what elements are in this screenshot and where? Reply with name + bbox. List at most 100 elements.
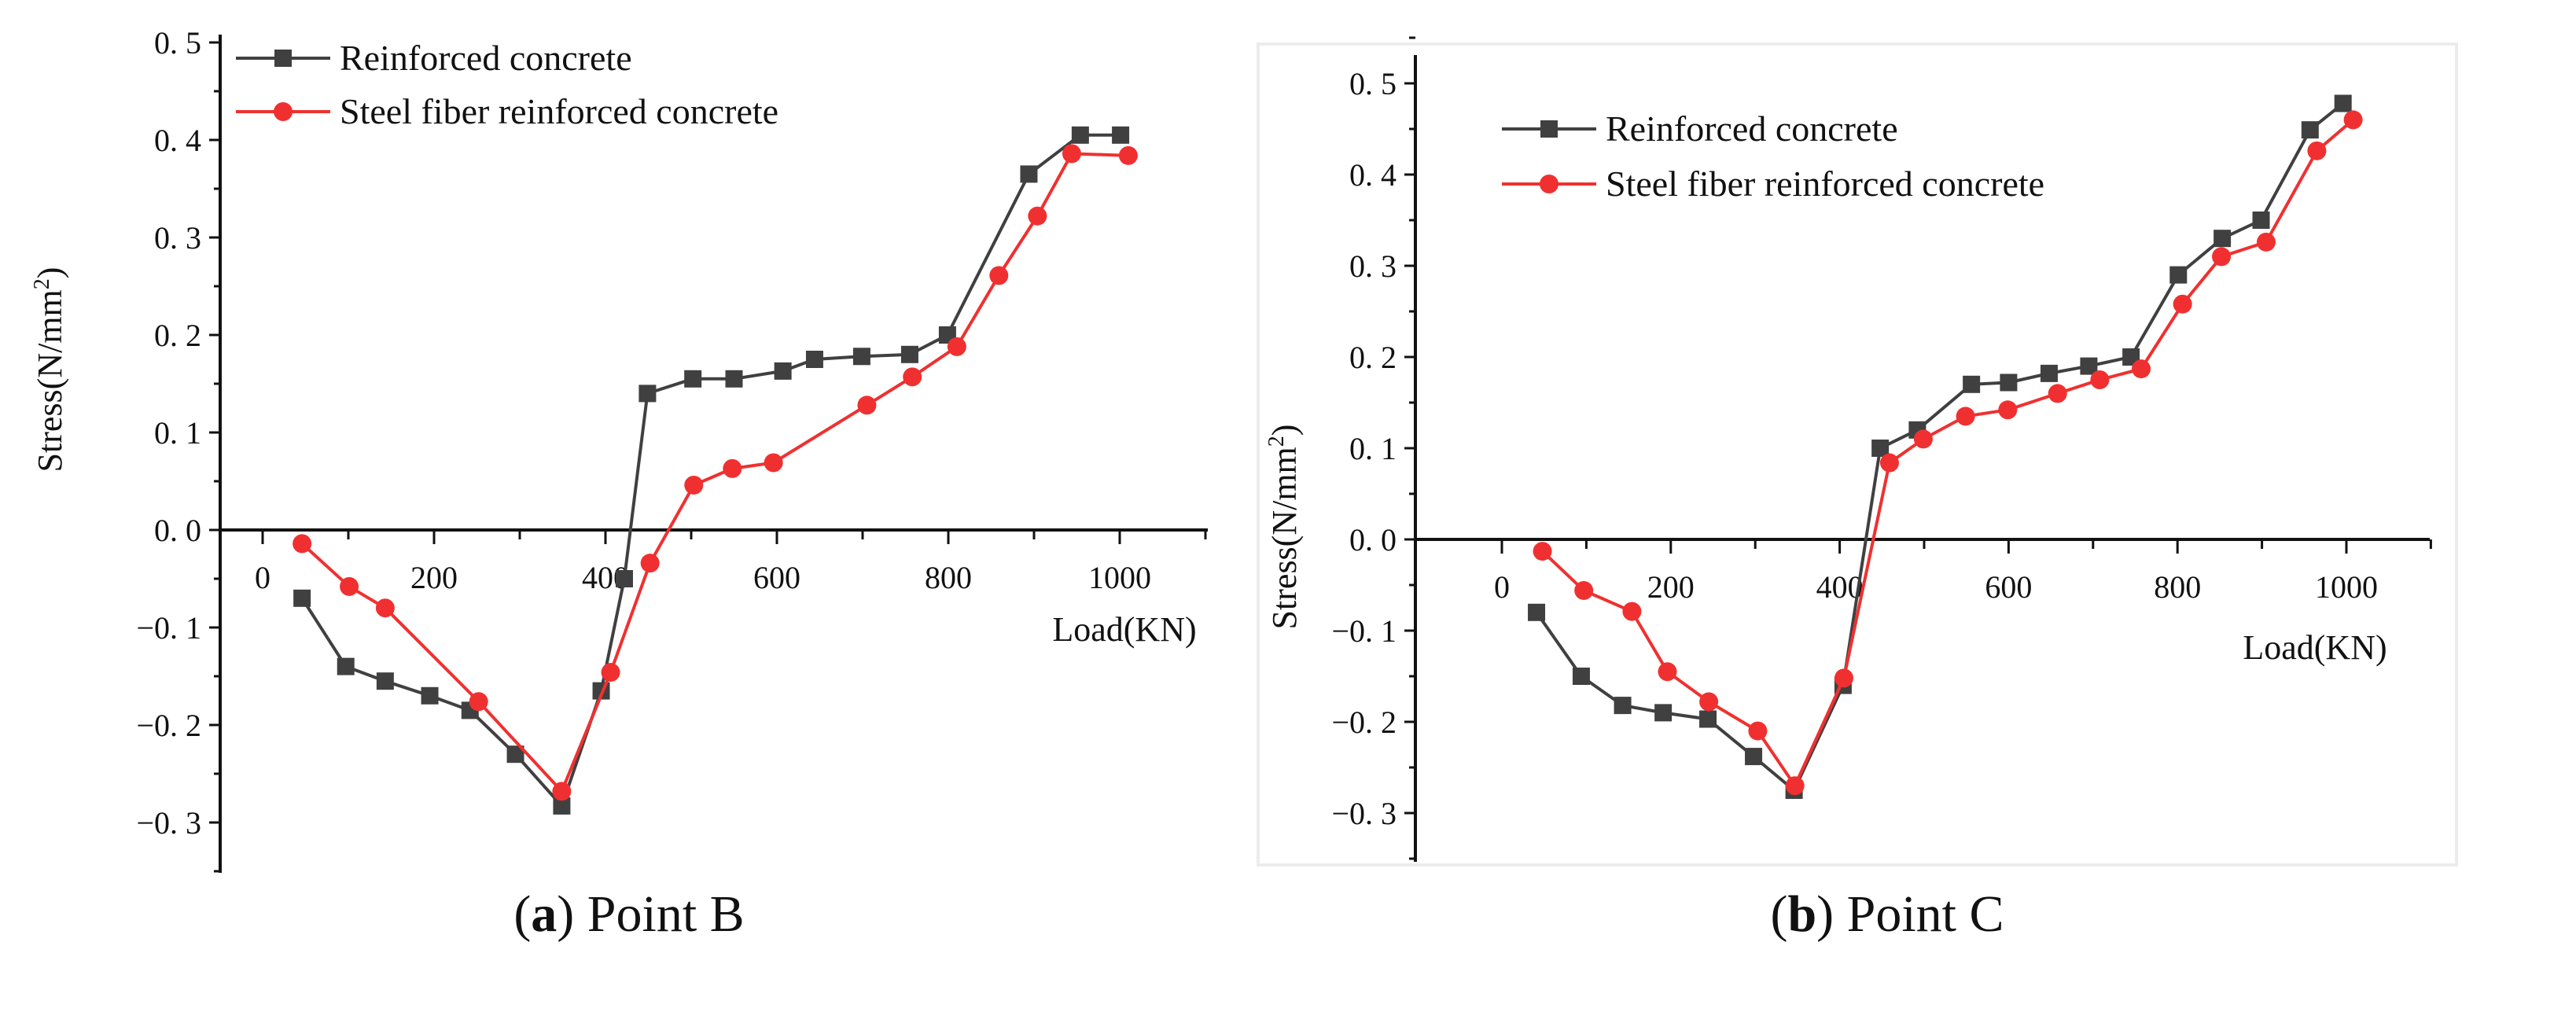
data-point (469, 692, 488, 712)
data-point (1622, 602, 1642, 621)
panel-b-frame (1257, 42, 2458, 867)
y-tick-label: −0. 1 (136, 610, 201, 646)
data-point (2343, 110, 2363, 130)
data-point (2169, 266, 2188, 284)
x-tick-label: 600 (1985, 569, 2032, 605)
y-tick-label: 0. 3 (1349, 248, 1397, 284)
x-tick-label: 600 (753, 560, 800, 595)
data-point (1998, 400, 2018, 420)
y-axis-label: Stress(N/mm2) (1264, 425, 1304, 630)
data-point (947, 337, 966, 356)
data-point (2307, 141, 2327, 160)
data-point (764, 453, 783, 473)
data-point (601, 663, 620, 683)
data-point (2080, 357, 2098, 375)
legend-label: Steel fiber reinforced concrete (1606, 164, 2044, 204)
y-tick-label: −0. 2 (1331, 705, 1397, 740)
y-tick-label: 0. 2 (154, 318, 201, 353)
caption-letter: b (1787, 885, 1817, 943)
series-line (1535, 101, 2344, 793)
data-point (1614, 697, 1632, 715)
x-tick-label: 200 (410, 560, 458, 595)
data-point (1699, 710, 1717, 728)
data-point (2334, 94, 2352, 112)
data-point (1785, 776, 1805, 796)
x-tick-label: 1000 (2315, 569, 2378, 605)
data-point (1533, 542, 1552, 561)
data-point (1963, 375, 1981, 393)
data-point (684, 370, 702, 388)
data-point (1748, 721, 1768, 741)
x-tick-label: 0 (1494, 569, 1510, 605)
data-point (2173, 294, 2192, 314)
data-point (1112, 126, 1130, 144)
data-point (1745, 748, 1763, 766)
x-tick-label: 0 (255, 560, 270, 595)
y-tick-label: 0. 0 (154, 513, 201, 548)
data-point (2212, 247, 2232, 267)
y-tick-label: 0. 1 (1349, 431, 1397, 466)
data-point (723, 458, 742, 478)
data-point (1020, 165, 1038, 183)
data-point (774, 362, 792, 380)
data-point (1572, 668, 1590, 685)
y-tick-label: 0. 4 (1349, 157, 1397, 193)
data-point (375, 598, 395, 618)
data-point (293, 534, 312, 554)
series-steel-fiber-reinforced-concrete (293, 144, 1138, 801)
x-tick-label: 800 (2154, 569, 2201, 605)
y-tick-label: 0. 5 (1349, 66, 1397, 101)
series-line (1541, 118, 2354, 789)
caption-a: (a) Point B (513, 885, 745, 943)
y-tick-label: 0. 5 (154, 25, 201, 61)
legend-marker-circle (1540, 175, 1558, 193)
legend-label: Reinforced concrete (340, 38, 632, 78)
y-tick-label: −0. 2 (136, 708, 201, 743)
data-point (2090, 370, 2110, 389)
chart-point-b: 0. 5 0. 4 0. 3 0. 2 0. 1 0. 0 −0. 1 −0. 2 −0. 3 0… (30, 25, 1208, 873)
data-point (852, 348, 870, 366)
y-tick-label: 0. 2 (1349, 340, 1397, 375)
data-point (2132, 359, 2151, 379)
data-point (1028, 206, 1047, 226)
data-point (376, 672, 394, 690)
data-point (1062, 144, 1081, 164)
data-point (1913, 429, 1933, 449)
series-reinforced-concrete (293, 126, 1130, 815)
data-point (337, 657, 355, 675)
y-tick-label: 0. 4 (154, 123, 201, 158)
caption-b: (b) Point C (1770, 885, 2004, 943)
caption-letter: a (531, 885, 558, 943)
data-point (1699, 692, 1719, 712)
data-point (2040, 364, 2058, 382)
x-tick-label: 1000 (1088, 560, 1151, 595)
data-point (553, 797, 571, 815)
x-tick-label: 800 (925, 560, 972, 595)
legend-marker-circle (274, 102, 293, 121)
data-point (2122, 348, 2140, 366)
data-point (2301, 121, 2319, 139)
data-point (340, 576, 359, 596)
series-line (300, 133, 1121, 809)
data-point (421, 686, 439, 705)
data-point (2048, 384, 2067, 403)
caption-text: Point C (1846, 885, 2004, 943)
data-point (1574, 580, 1594, 600)
data-point (640, 554, 660, 573)
data-point (857, 396, 877, 415)
x-tick-label: 200 (1647, 569, 1695, 605)
y-tick-label: 0. 0 (1349, 522, 1397, 557)
y-tick-label: 0. 1 (154, 415, 201, 451)
data-point (1879, 453, 1899, 473)
data-point (1118, 145, 1138, 165)
x-axis-label: Load(KN) (2243, 628, 2386, 667)
data-point (506, 745, 524, 764)
caption-text: Point B (587, 885, 745, 943)
data-point (903, 367, 922, 387)
data-point (900, 345, 918, 363)
data-point (293, 589, 311, 607)
y-tick-label: 0. 3 (154, 220, 201, 256)
data-point (2256, 232, 2276, 252)
legend-label: Steel fiber reinforced concrete (340, 91, 778, 131)
